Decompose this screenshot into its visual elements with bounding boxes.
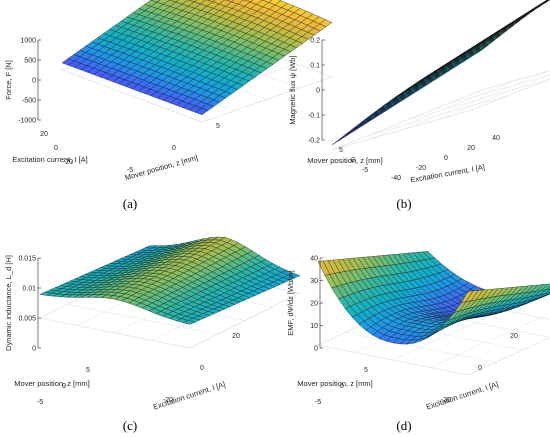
z-tick-label: 10 bbox=[310, 323, 318, 330]
z-tick-label: -500 bbox=[22, 97, 36, 104]
surface-cell bbox=[331, 135, 346, 146]
x-tick-label: 0 bbox=[54, 145, 58, 152]
z-axis-label: Magnetic flux ψ [Wb] bbox=[288, 55, 297, 124]
x-axis-label: Excitation current, I [A] bbox=[152, 380, 227, 412]
y-axis-label: Mover position, z [mm] bbox=[124, 153, 199, 182]
xy-axes-c: -20 0 20 -5 0 5 Excitation current, I [A] Mover… bbox=[14, 333, 240, 412]
x-tick-label: 20 bbox=[40, 131, 48, 138]
y-tick-label: 5 bbox=[339, 147, 343, 154]
z-tick-label: 0 bbox=[314, 345, 318, 352]
z-tick-label: 500 bbox=[24, 57, 36, 64]
grid-line bbox=[406, 79, 548, 121]
y-tick-label: 0 bbox=[351, 157, 355, 164]
panel-a: 1000 500 0 -500 -1000 Force, F [N] 20 0 -20 -5 0 5 E… bbox=[4, 0, 333, 182]
surface-cell bbox=[195, 108, 209, 115]
grid-line bbox=[430, 317, 541, 368]
panel-c: 0.015 0.01 0.005 0 Dynamic inductance, L_d [… bbox=[4, 236, 301, 412]
floor-grid-b bbox=[331, 70, 550, 151]
y-axis-label: Mover position, z [mm] bbox=[14, 379, 89, 388]
y-tick-label: -5 bbox=[127, 167, 133, 174]
z-axis-a: 1000 500 0 -500 -1000 Force, F [N] bbox=[4, 37, 41, 124]
z-tick-label: 20 bbox=[310, 300, 318, 307]
x-tick-label: 0 bbox=[444, 155, 448, 162]
surface-cell bbox=[461, 290, 474, 303]
x-tick-label: 20 bbox=[467, 145, 475, 152]
panel-b: 0.2 0.1 0 -0.1 -0.2 Magnetic flux ψ [Wb] -40 -2… bbox=[288, 0, 550, 185]
z-tick-label: 0.01 bbox=[22, 285, 36, 292]
caption-d: (d) bbox=[396, 418, 412, 433]
y-tick-label: -5 bbox=[315, 399, 321, 406]
z-tick-label: -0.1 bbox=[308, 112, 320, 119]
grid-line bbox=[444, 74, 550, 106]
x-tick-label: 0 bbox=[478, 365, 482, 372]
y-axis-label: Mover position, z [mm] bbox=[297, 379, 372, 388]
z-tick-label: 0 bbox=[32, 77, 36, 84]
y-tick-label: 5 bbox=[364, 367, 368, 374]
x-tick-label: 40 bbox=[492, 135, 500, 142]
z-tick-label: 0 bbox=[32, 345, 36, 352]
surface-cell bbox=[183, 320, 196, 325]
y-axis-label: Mover position, z [mm] bbox=[307, 156, 382, 165]
surface-d bbox=[317, 251, 550, 345]
z-tick-label: -0.2 bbox=[308, 137, 320, 144]
x-tick-label: -20 bbox=[416, 165, 426, 172]
z-axis-label: Force, F [N] bbox=[4, 60, 13, 100]
z-tick-label: 40 bbox=[310, 255, 318, 262]
y-tick-label: -5 bbox=[362, 167, 368, 174]
z-axis-label: Dynamic inductance, L_d [H] bbox=[4, 255, 13, 351]
z-axis-label: EMF, dΨ/dz [Wb/m] bbox=[286, 270, 295, 335]
y-tick-label: 0 bbox=[172, 145, 176, 152]
y-tick-label: 0 bbox=[340, 383, 344, 390]
x-axis-label: Excitation current, I [A] bbox=[425, 380, 500, 412]
z-tick-label: -1000 bbox=[18, 117, 36, 124]
surface-c bbox=[39, 236, 301, 325]
y-tick-label: -5 bbox=[37, 399, 43, 406]
caption-a: (a) bbox=[122, 196, 138, 211]
z-tick-label: 0.1 bbox=[310, 62, 320, 69]
x-tick-label: -40 bbox=[391, 175, 401, 182]
axes-box-b bbox=[331, 70, 550, 151]
x-tick-label: -20 bbox=[63, 159, 73, 166]
x-axis-label: Excitation current, I [A] bbox=[12, 155, 87, 164]
grid-line bbox=[436, 74, 550, 121]
z-tick-label: 1000 bbox=[20, 37, 36, 44]
y-tick-label: 5 bbox=[216, 123, 220, 130]
x-tick-label: 20 bbox=[510, 333, 518, 340]
x-tick-label: -20 bbox=[163, 397, 173, 404]
caption-c: (c) bbox=[122, 418, 138, 433]
z-tick-label: 0 bbox=[316, 87, 320, 94]
z-tick-label: 0.2 bbox=[310, 37, 320, 44]
x-tick-label: 20 bbox=[232, 333, 240, 340]
surface-a bbox=[61, 0, 333, 115]
surface-b bbox=[331, 0, 550, 146]
caption-b: (b) bbox=[396, 196, 412, 211]
y-tick-label: 0 bbox=[62, 383, 66, 390]
z-axis-d: 40 30 20 10 0 EMF, dΨ/dz [Wb/m] bbox=[286, 255, 323, 352]
y-tick-label: 5 bbox=[86, 367, 90, 374]
z-tick-label: 30 bbox=[310, 278, 318, 285]
z-tick-label: 0.005 bbox=[18, 315, 36, 322]
x-tick-label: 0 bbox=[200, 365, 204, 372]
x-tick-label: -20 bbox=[441, 397, 451, 404]
panel-d: 40 30 20 10 0 EMF, dΨ/dz [Wb/m] -20 0 20 -5 0 5 Exci… bbox=[286, 251, 550, 412]
z-axis-b: 0.2 0.1 0 -0.1 -0.2 Magnetic flux ψ [Wb] bbox=[288, 37, 325, 144]
z-tick-label: 0.015 bbox=[18, 255, 36, 262]
xy-axes-a: 20 0 -20 -5 0 5 Excitation current, I [A] Mover… bbox=[12, 123, 220, 182]
z-axis-c: 0.015 0.01 0.005 0 Dynamic inductance, L_d [… bbox=[4, 255, 41, 352]
